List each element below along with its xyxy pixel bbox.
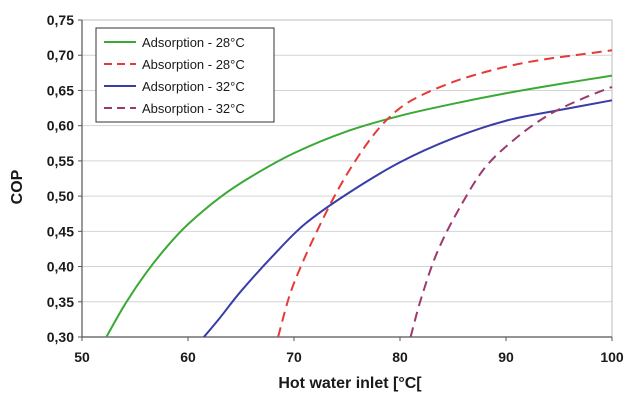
series-line-4	[409, 85, 613, 338]
y-axis-ticks: 0,30 0,35 0,40 0,45 0,50 0,55 0,60 0,65 0,70 0,75	[47, 12, 82, 345]
plot-frame	[81, 19, 613, 338]
y-tick-label: 0,45	[47, 223, 74, 239]
y-tick-label: 0,60	[47, 118, 74, 134]
series-line-2	[277, 49, 613, 338]
series-line-3	[203, 99, 613, 338]
y-tick-label: 0,75	[47, 12, 74, 28]
x-tick-label: 70	[286, 349, 302, 365]
legend-label: Absorption - 32°C	[142, 101, 245, 116]
x-axis-title: Hot water inlet [°C[	[278, 375, 422, 392]
x-tick-label: 90	[498, 349, 514, 365]
y-tick-label: 0,55	[47, 153, 74, 169]
y-tick-label: 0,35	[47, 294, 74, 310]
y-tick-label: 0,70	[47, 47, 74, 63]
x-tick-label: 50	[74, 349, 90, 365]
legend-label: Adsorption - 32°C	[142, 79, 245, 94]
legend-label: Absorption - 28°C	[142, 57, 245, 72]
legend-label: Adsorption - 28°C	[142, 35, 245, 50]
y-tick-label: 0,30	[47, 329, 74, 345]
y-tick-label: 0,65	[47, 82, 74, 98]
x-tick-label: 100	[600, 349, 624, 365]
legend: Adsorption - 28°C Absorption - 28°C Adsorp…	[95, 27, 275, 123]
y-axis-title: COP	[9, 169, 26, 204]
series-layer	[105, 49, 613, 338]
y-tick-label: 0,50	[47, 188, 74, 204]
x-tick-label: 80	[392, 349, 408, 365]
x-axis-ticks: 50 60 70 80 90 100	[74, 337, 624, 365]
legend-box	[95, 27, 275, 123]
series-line-1	[105, 74, 613, 338]
x-tick-label: 60	[180, 349, 196, 365]
y-tick-label: 0,40	[47, 259, 74, 275]
